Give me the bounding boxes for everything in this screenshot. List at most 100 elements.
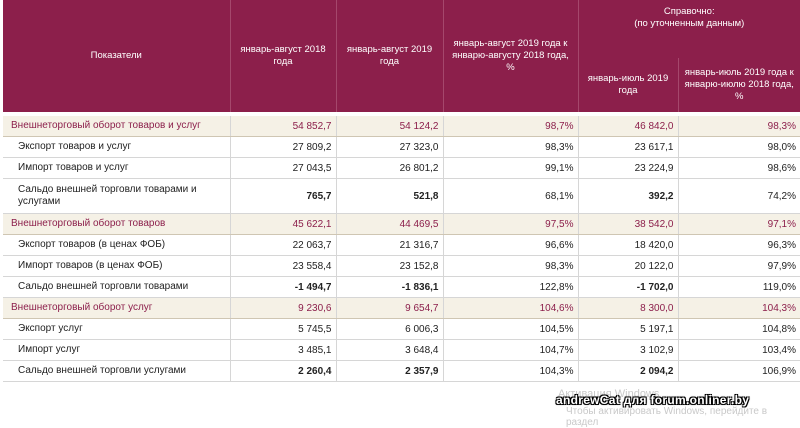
table-row: Сальдо внешней торговли услугами 2 260,4… (3, 360, 800, 382)
cell-ratio: 96,6% (443, 234, 579, 256)
cell-2018: 2 260,4 (230, 360, 337, 382)
windows-activation-text: Чтобы активировать Windows, перейдите в … (566, 406, 768, 428)
cell-ratio: 97,5% (443, 213, 579, 235)
cell-jul-ratio: 98,0% (678, 136, 800, 158)
cell-jul-2019: 23 617,1 (578, 136, 679, 158)
row-label: Экспорт услуг (3, 318, 231, 340)
table-row: Импорт услуг 3 485,1 3 648,4 104,7% 3 10… (3, 339, 800, 361)
row-label: Сальдо внешней торговли товарами (3, 276, 231, 298)
cell-2019: 21 316,7 (336, 234, 444, 256)
cell-jul-ratio: 74,2% (678, 178, 800, 214)
trade-table-container: Показатели январь-август 2018 года январ… (3, 0, 800, 382)
foreign-trade-table: Показатели январь-август 2018 года январ… (3, 0, 800, 382)
table-row: Экспорт товаров и услуг 27 809,2 27 323,… (3, 136, 800, 158)
header-jul-ratio: январь-июль 2019 года к январю-июлю 2018… (678, 58, 800, 112)
cell-2019: 2 357,9 (336, 360, 444, 382)
cell-2019: 44 469,5 (336, 213, 444, 235)
cell-ratio: 98,3% (443, 255, 579, 277)
cell-2018: 3 485,1 (230, 339, 337, 361)
header-jan-aug-2019: январь-август 2019 года (336, 0, 444, 112)
row-label: Сальдо внешней торговли товарами и услуг… (3, 178, 231, 214)
cell-jul-2019: 3 102,9 (578, 339, 679, 361)
cell-jul-2019: 18 420,0 (578, 234, 679, 256)
cell-jul-ratio: 98,6% (678, 157, 800, 179)
cell-jul-ratio: 97,9% (678, 255, 800, 277)
row-label: Импорт услуг (3, 339, 231, 361)
table-row: Экспорт услуг 5 745,5 6 006,3 104,5% 5 1… (3, 318, 800, 340)
header-reference: Справочно: (по уточненным данным) (578, 0, 800, 58)
table-row: Экспорт товаров (в ценах ФОБ) 22 063,7 2… (3, 234, 800, 256)
cell-2018: 22 063,7 (230, 234, 337, 256)
header-indicators: Показатели (3, 0, 231, 112)
cell-ratio: 104,7% (443, 339, 579, 361)
cell-2018: 9 230,6 (230, 297, 337, 319)
cell-2019: 23 152,8 (336, 255, 444, 277)
cell-ratio: 99,1% (443, 157, 579, 179)
table-row: Сальдо внешней торговли товарами -1 494,… (3, 276, 800, 298)
cell-jul-ratio: 98,3% (678, 116, 800, 137)
cell-2018: 5 745,5 (230, 318, 337, 340)
forum-credit-watermark: andrewCat для forum.onliner.by (556, 393, 750, 407)
cell-ratio: 104,6% (443, 297, 579, 319)
cell-jul-ratio: 103,4% (678, 339, 800, 361)
row-label: Экспорт товаров (в ценах ФОБ) (3, 234, 231, 256)
table-row: Внешнеторговый оборот товаров и услуг 54… (3, 116, 800, 137)
cell-jul-2019: 20 122,0 (578, 255, 679, 277)
cell-jul-ratio: 104,3% (678, 297, 800, 319)
table-header: Показатели январь-август 2018 года январ… (3, 0, 800, 112)
cell-jul-2019: 46 842,0 (578, 116, 679, 137)
cell-2018: -1 494,7 (230, 276, 337, 298)
header-reference-subtitle: (по уточненным данным) (634, 18, 745, 29)
cell-2019: -1 836,1 (336, 276, 444, 298)
cell-2018: 765,7 (230, 178, 337, 214)
cell-ratio: 68,1% (443, 178, 579, 214)
cell-2018: 45 622,1 (230, 213, 337, 235)
cell-jul-2019: 2 094,2 (578, 360, 679, 382)
windows-activation-title: Активация Windows (558, 388, 660, 400)
cell-ratio: 122,8% (443, 276, 579, 298)
table-row: Внешнеторговый оборот товаров 45 622,1 4… (3, 213, 800, 235)
row-label: Импорт товаров и услуг (3, 157, 231, 179)
cell-2019: 9 654,7 (336, 297, 444, 319)
cell-2018: 27 809,2 (230, 136, 337, 158)
cell-jul-2019: 38 542,0 (578, 213, 679, 235)
row-label: Сальдо внешней торговли услугами (3, 360, 231, 382)
header-reference-title: Справочно: (663, 6, 715, 17)
cell-jul-ratio: 119,0% (678, 276, 800, 298)
table-body: Внешнеторговый оборот товаров и услуг 54… (3, 112, 800, 382)
cell-jul-ratio: 97,1% (678, 213, 800, 235)
header-ratio: январь-август 2019 года к январю-августу… (443, 0, 579, 112)
cell-2019: 54 124,2 (336, 116, 444, 137)
cell-jul-2019: 8 300,0 (578, 297, 679, 319)
row-label: Внешнеторговый оборот услуг (3, 297, 231, 319)
cell-2019: 26 801,2 (336, 157, 444, 179)
table-row: Импорт товаров (в ценах ФОБ) 23 558,4 23… (3, 255, 800, 277)
header-jan-jul-2019: январь-июль 2019 года (578, 58, 679, 112)
cell-ratio: 104,5% (443, 318, 579, 340)
row-label: Импорт товаров (в ценах ФОБ) (3, 255, 231, 277)
cell-ratio: 98,7% (443, 116, 579, 137)
cell-jul-2019: 392,2 (578, 178, 679, 214)
cell-2019: 3 648,4 (336, 339, 444, 361)
cell-2018: 54 852,7 (230, 116, 337, 137)
cell-jul-ratio: 104,8% (678, 318, 800, 340)
cell-ratio: 98,3% (443, 136, 579, 158)
row-label: Экспорт товаров и услуг (3, 136, 231, 158)
row-label: Внешнеторговый оборот товаров и услуг (3, 116, 231, 137)
table-row: Импорт товаров и услуг 27 043,5 26 801,2… (3, 157, 800, 179)
cell-2019: 27 323,0 (336, 136, 444, 158)
cell-2018: 23 558,4 (230, 255, 337, 277)
cell-2018: 27 043,5 (230, 157, 337, 179)
cell-jul-2019: 5 197,1 (578, 318, 679, 340)
cell-2019: 6 006,3 (336, 318, 444, 340)
cell-2019: 521,8 (336, 178, 444, 214)
row-label: Внешнеторговый оборот товаров (3, 213, 231, 235)
cell-jul-2019: -1 702,0 (578, 276, 679, 298)
header-jan-aug-2018: январь-август 2018 года (230, 0, 337, 112)
table-row: Внешнеторговый оборот услуг 9 230,6 9 65… (3, 297, 800, 319)
cell-jul-2019: 23 224,9 (578, 157, 679, 179)
cell-jul-ratio: 106,9% (678, 360, 800, 382)
cell-jul-ratio: 96,3% (678, 234, 800, 256)
cell-ratio: 104,3% (443, 360, 579, 382)
table-row: Сальдо внешней торговли товарами и услуг… (3, 178, 800, 214)
